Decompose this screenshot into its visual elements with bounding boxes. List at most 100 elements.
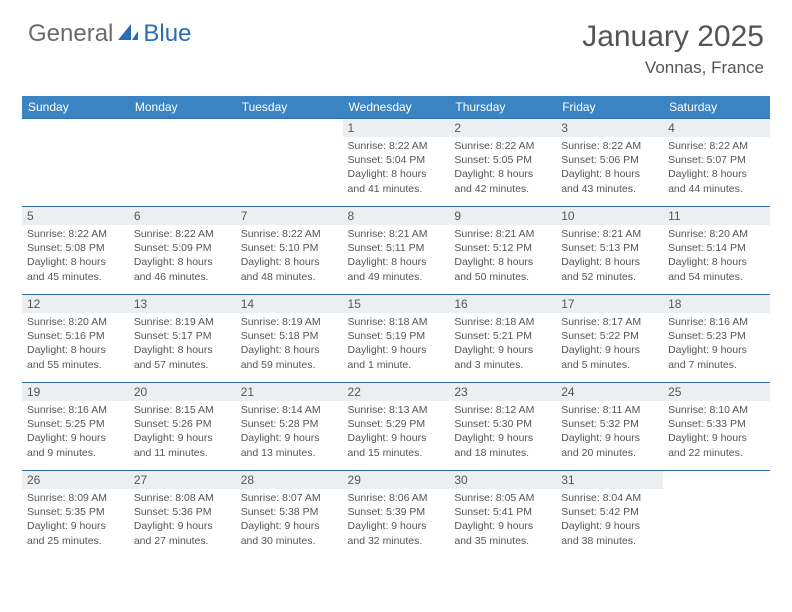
weekday-header: Wednesday <box>343 96 450 118</box>
daylight-line2: and 57 minutes. <box>134 358 231 372</box>
sunrise-text: Sunrise: 8:12 AM <box>454 403 551 417</box>
sunrise-text: Sunrise: 8:05 AM <box>454 491 551 505</box>
day-number: 16 <box>449 294 556 313</box>
sunset-text: Sunset: 5:30 PM <box>454 417 551 431</box>
daylight-line2: and 52 minutes. <box>561 270 658 284</box>
day-number-empty <box>663 470 770 489</box>
sunrise-text: Sunrise: 8:19 AM <box>241 315 338 329</box>
daylight-line1: Daylight: 8 hours <box>348 167 445 181</box>
sunrise-text: Sunrise: 8:16 AM <box>27 403 124 417</box>
calendar-cell: 18Sunrise: 8:16 AMSunset: 5:23 PMDayligh… <box>663 294 770 382</box>
sunset-text: Sunset: 5:06 PM <box>561 153 658 167</box>
calendar-cell: 30Sunrise: 8:05 AMSunset: 5:41 PMDayligh… <box>449 470 556 558</box>
calendar-row: 5Sunrise: 8:22 AMSunset: 5:08 PMDaylight… <box>22 206 770 294</box>
day-number: 10 <box>556 206 663 225</box>
calendar-cell: 31Sunrise: 8:04 AMSunset: 5:42 PMDayligh… <box>556 470 663 558</box>
day-number: 29 <box>343 470 450 489</box>
day-number: 6 <box>129 206 236 225</box>
logo-text-general: General <box>28 20 113 48</box>
day-number: 24 <box>556 382 663 401</box>
sunrise-text: Sunrise: 8:04 AM <box>561 491 658 505</box>
sunset-text: Sunset: 5:19 PM <box>348 329 445 343</box>
daylight-line2: and 18 minutes. <box>454 446 551 460</box>
sunrise-text: Sunrise: 8:18 AM <box>348 315 445 329</box>
daylight-line2: and 25 minutes. <box>27 534 124 548</box>
sunrise-text: Sunrise: 8:22 AM <box>561 139 658 153</box>
day-number: 19 <box>22 382 129 401</box>
daylight-line2: and 44 minutes. <box>668 182 765 196</box>
daylight-line1: Daylight: 9 hours <box>454 519 551 533</box>
calendar-cell: 5Sunrise: 8:22 AMSunset: 5:08 PMDaylight… <box>22 206 129 294</box>
calendar-cell: 1Sunrise: 8:22 AMSunset: 5:04 PMDaylight… <box>343 118 450 206</box>
sunrise-text: Sunrise: 8:22 AM <box>134 227 231 241</box>
sunset-text: Sunset: 5:36 PM <box>134 505 231 519</box>
day-number: 14 <box>236 294 343 313</box>
sunset-text: Sunset: 5:33 PM <box>668 417 765 431</box>
day-number: 7 <box>236 206 343 225</box>
sunrise-text: Sunrise: 8:10 AM <box>668 403 765 417</box>
daylight-line1: Daylight: 8 hours <box>668 255 765 269</box>
daylight-line1: Daylight: 9 hours <box>27 519 124 533</box>
daylight-line1: Daylight: 9 hours <box>561 519 658 533</box>
calendar-row: 12Sunrise: 8:20 AMSunset: 5:16 PMDayligh… <box>22 294 770 382</box>
day-details: Sunrise: 8:19 AMSunset: 5:18 PMDaylight:… <box>236 313 343 376</box>
sunset-text: Sunset: 5:41 PM <box>454 505 551 519</box>
day-details: Sunrise: 8:10 AMSunset: 5:33 PMDaylight:… <box>663 401 770 464</box>
calendar-cell: 17Sunrise: 8:17 AMSunset: 5:22 PMDayligh… <box>556 294 663 382</box>
sunrise-text: Sunrise: 8:19 AM <box>134 315 231 329</box>
sunset-text: Sunset: 5:18 PM <box>241 329 338 343</box>
logo: General Blue <box>28 20 191 48</box>
day-number: 22 <box>343 382 450 401</box>
sunrise-text: Sunrise: 8:06 AM <box>348 491 445 505</box>
day-number: 2 <box>449 118 556 137</box>
day-number: 8 <box>343 206 450 225</box>
sunset-text: Sunset: 5:25 PM <box>27 417 124 431</box>
daylight-line2: and 9 minutes. <box>27 446 124 460</box>
calendar-cell: 21Sunrise: 8:14 AMSunset: 5:28 PMDayligh… <box>236 382 343 470</box>
calendar-cell: 24Sunrise: 8:11 AMSunset: 5:32 PMDayligh… <box>556 382 663 470</box>
daylight-line2: and 32 minutes. <box>348 534 445 548</box>
calendar-cell: 22Sunrise: 8:13 AMSunset: 5:29 PMDayligh… <box>343 382 450 470</box>
daylight-line2: and 13 minutes. <box>241 446 338 460</box>
day-number: 4 <box>663 118 770 137</box>
sunset-text: Sunset: 5:14 PM <box>668 241 765 255</box>
sunset-text: Sunset: 5:08 PM <box>27 241 124 255</box>
sunrise-text: Sunrise: 8:22 AM <box>241 227 338 241</box>
day-number: 26 <box>22 470 129 489</box>
day-details: Sunrise: 8:12 AMSunset: 5:30 PMDaylight:… <box>449 401 556 464</box>
calendar-cell: 19Sunrise: 8:16 AMSunset: 5:25 PMDayligh… <box>22 382 129 470</box>
sunset-text: Sunset: 5:13 PM <box>561 241 658 255</box>
calendar-cell: 11Sunrise: 8:20 AMSunset: 5:14 PMDayligh… <box>663 206 770 294</box>
sunset-text: Sunset: 5:39 PM <box>348 505 445 519</box>
sunset-text: Sunset: 5:17 PM <box>134 329 231 343</box>
daylight-line1: Daylight: 9 hours <box>348 519 445 533</box>
daylight-line2: and 20 minutes. <box>561 446 658 460</box>
day-number: 25 <box>663 382 770 401</box>
calendar-cell: 14Sunrise: 8:19 AMSunset: 5:18 PMDayligh… <box>236 294 343 382</box>
sunrise-text: Sunrise: 8:11 AM <box>561 403 658 417</box>
sunrise-text: Sunrise: 8:07 AM <box>241 491 338 505</box>
daylight-line1: Daylight: 9 hours <box>134 431 231 445</box>
daylight-line2: and 55 minutes. <box>27 358 124 372</box>
daylight-line2: and 30 minutes. <box>241 534 338 548</box>
location-label: Vonnas, France <box>582 58 764 78</box>
day-details: Sunrise: 8:18 AMSunset: 5:21 PMDaylight:… <box>449 313 556 376</box>
sunset-text: Sunset: 5:16 PM <box>27 329 124 343</box>
weekday-header: Friday <box>556 96 663 118</box>
weekday-header: Tuesday <box>236 96 343 118</box>
weekday-header: Sunday <box>22 96 129 118</box>
calendar-cell: 28Sunrise: 8:07 AMSunset: 5:38 PMDayligh… <box>236 470 343 558</box>
daylight-line1: Daylight: 8 hours <box>241 343 338 357</box>
day-number-empty <box>236 118 343 137</box>
day-number: 31 <box>556 470 663 489</box>
weekday-header: Thursday <box>449 96 556 118</box>
daylight-line1: Daylight: 8 hours <box>561 255 658 269</box>
daylight-line1: Daylight: 9 hours <box>134 519 231 533</box>
calendar-cell: 6Sunrise: 8:22 AMSunset: 5:09 PMDaylight… <box>129 206 236 294</box>
calendar-cell: 26Sunrise: 8:09 AMSunset: 5:35 PMDayligh… <box>22 470 129 558</box>
sunrise-text: Sunrise: 8:18 AM <box>454 315 551 329</box>
daylight-line1: Daylight: 8 hours <box>241 255 338 269</box>
sunrise-text: Sunrise: 8:22 AM <box>348 139 445 153</box>
daylight-line1: Daylight: 8 hours <box>668 167 765 181</box>
daylight-line1: Daylight: 8 hours <box>27 343 124 357</box>
